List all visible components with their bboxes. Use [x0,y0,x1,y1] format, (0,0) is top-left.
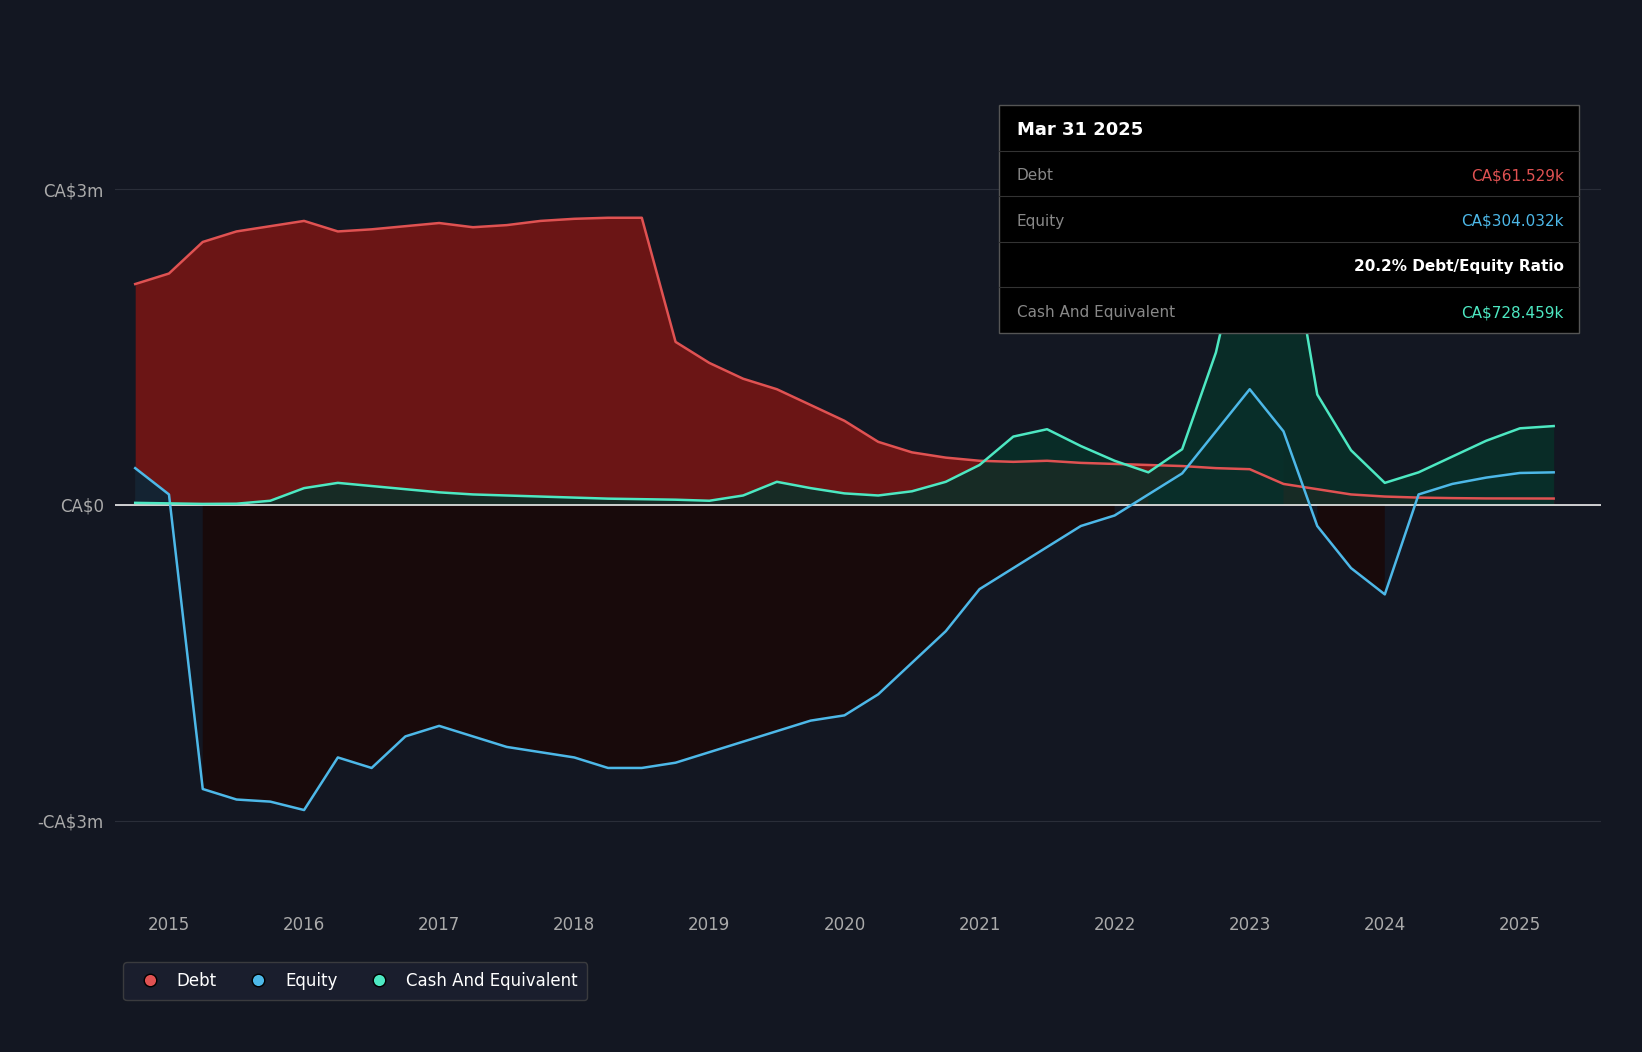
Text: Mar 31 2025: Mar 31 2025 [1016,121,1143,139]
Text: CA$728.459k: CA$728.459k [1461,305,1563,320]
FancyBboxPatch shape [998,105,1578,333]
Text: CA$304.032k: CA$304.032k [1461,214,1563,229]
Legend: Debt, Equity, Cash And Equivalent: Debt, Equity, Cash And Equivalent [123,963,588,1000]
Text: CA$61.529k: CA$61.529k [1471,168,1563,183]
Text: Debt: Debt [1016,168,1054,183]
Text: Cash And Equivalent: Cash And Equivalent [1016,305,1176,320]
Text: 20.2% Debt/Equity Ratio: 20.2% Debt/Equity Ratio [1355,260,1563,275]
Text: Equity: Equity [1016,214,1066,229]
